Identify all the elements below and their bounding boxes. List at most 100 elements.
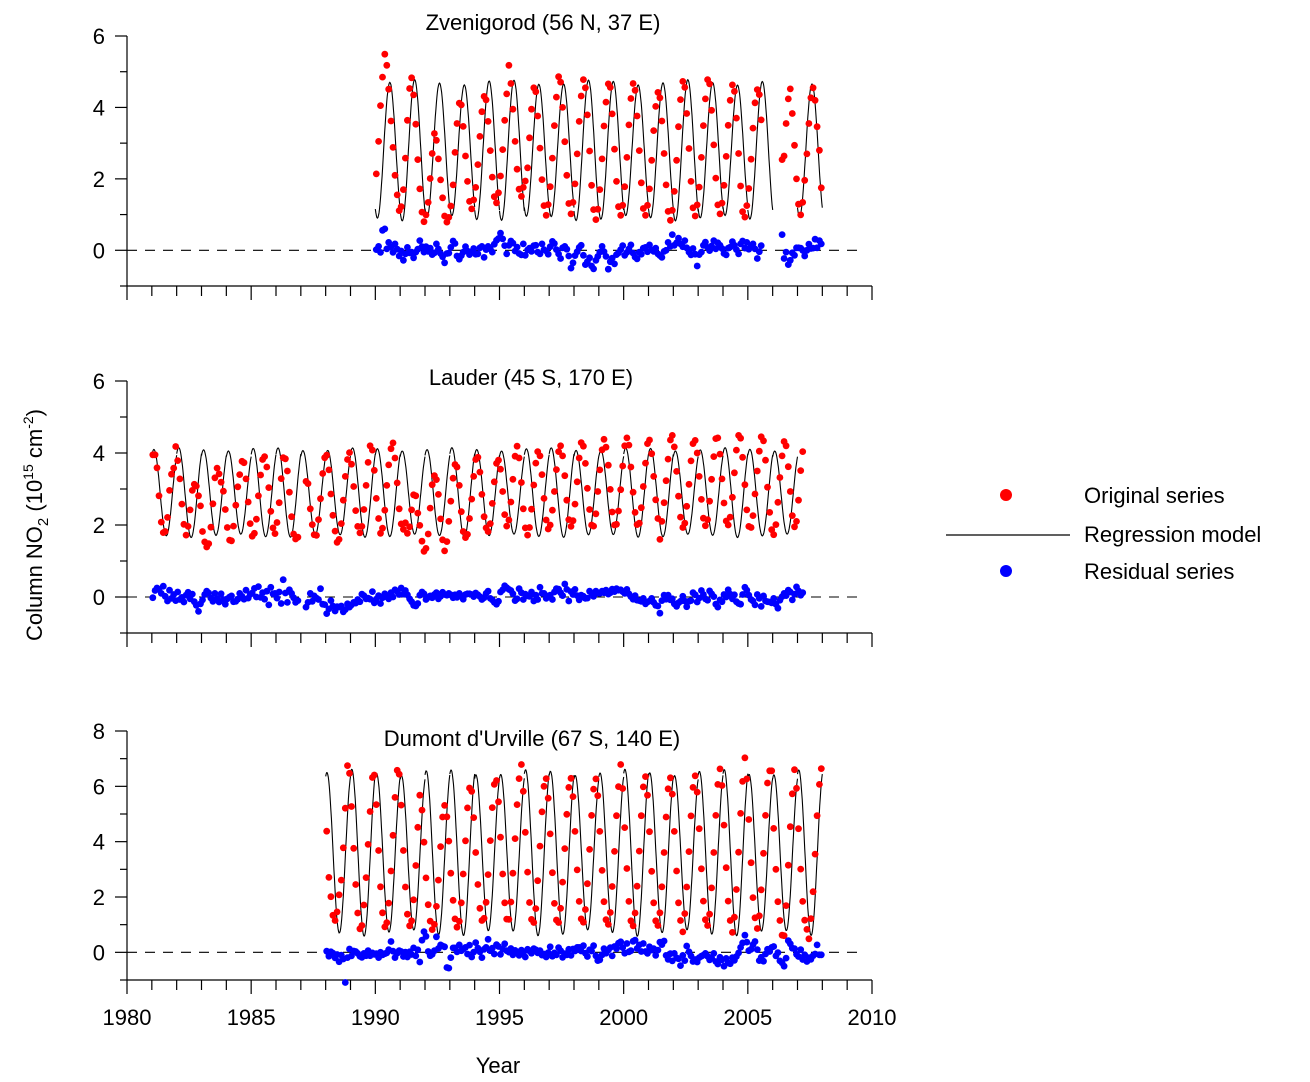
original-point	[706, 910, 713, 918]
original-point	[793, 175, 800, 183]
original-point	[569, 517, 577, 525]
residual-point	[497, 229, 504, 237]
original-point	[267, 507, 275, 515]
original-point	[584, 484, 591, 492]
original-point	[797, 467, 805, 474]
residual-point	[546, 943, 554, 951]
residual-point	[668, 231, 676, 239]
original-point	[414, 823, 422, 831]
original-point	[677, 917, 684, 924]
original-point	[319, 470, 327, 477]
original-point	[702, 916, 709, 924]
residual-point	[584, 953, 591, 960]
original-point	[445, 837, 453, 845]
original-point	[509, 869, 517, 877]
original-point	[234, 483, 242, 491]
original-point	[662, 477, 670, 485]
residual-point	[422, 932, 430, 940]
original-point	[505, 916, 513, 923]
original-point	[594, 205, 602, 213]
original-point	[691, 437, 699, 444]
original-point	[675, 899, 682, 907]
original-point	[215, 470, 223, 478]
original-point	[660, 849, 668, 856]
regression-model-line	[772, 774, 799, 932]
residual-point	[536, 250, 544, 258]
original-point	[573, 866, 581, 874]
original-point	[395, 770, 403, 778]
residual-point	[741, 931, 749, 939]
original-point	[375, 847, 382, 854]
original-point	[242, 475, 250, 483]
original-point	[749, 512, 757, 519]
original-point	[553, 93, 560, 101]
residual-point	[652, 952, 660, 959]
original-point	[294, 533, 302, 541]
original-point	[575, 118, 583, 125]
original-point	[726, 96, 734, 104]
original-point	[795, 496, 802, 504]
original-point	[391, 454, 399, 462]
original-point	[557, 904, 564, 912]
regression-model-line	[498, 450, 525, 535]
residual-point	[159, 582, 167, 590]
original-point	[805, 120, 813, 127]
panel-1: Zvenigorod (56 N, 37 E) 0 2 4 6	[93, 10, 873, 300]
original-point	[662, 181, 670, 189]
original-point	[497, 833, 504, 841]
original-point	[331, 527, 339, 535]
original-point	[337, 520, 345, 527]
y-axis-title: Column NO2 (1015 cm-2)	[20, 409, 52, 641]
original-point	[462, 152, 469, 160]
original-point	[497, 465, 504, 473]
original-point	[743, 775, 751, 783]
panel-3: Dumont d'Urville (67 S, 140 E) 0 2 4 6 8	[93, 719, 873, 994]
panel-title: Dumont d'Urville (67 S, 140 E)	[384, 726, 680, 751]
residual-point	[495, 597, 502, 605]
original-point	[625, 121, 633, 129]
original-point	[495, 189, 502, 197]
original-point	[472, 184, 480, 191]
residual-point	[551, 240, 558, 247]
residual-point	[416, 237, 424, 245]
y-tick-label: 6	[93, 24, 105, 49]
residual-point	[710, 593, 718, 600]
original-point	[499, 488, 507, 495]
original-point	[704, 516, 711, 523]
original-point	[563, 810, 571, 818]
residual-point	[718, 598, 726, 606]
original-point	[518, 761, 525, 768]
original-point	[530, 481, 538, 489]
original-point	[561, 138, 569, 146]
original-point	[457, 899, 465, 907]
residual-point	[534, 596, 542, 603]
residual-point	[221, 600, 229, 608]
original-point	[412, 862, 420, 869]
original-point	[472, 849, 480, 856]
residual-point	[679, 952, 687, 959]
original-point	[751, 99, 759, 107]
original-point	[184, 523, 192, 530]
original-point	[801, 916, 809, 924]
original-point	[637, 812, 645, 820]
residual-point	[580, 942, 587, 950]
original-point	[776, 917, 784, 924]
original-point	[431, 921, 438, 928]
original-point	[412, 120, 420, 128]
original-point	[428, 926, 436, 933]
original-point	[209, 500, 217, 508]
original-point	[573, 150, 581, 158]
original-point	[654, 89, 662, 96]
original-point	[379, 73, 386, 81]
original-point	[476, 904, 484, 912]
original-point	[631, 909, 639, 917]
original-point	[639, 483, 647, 490]
original-point	[495, 456, 502, 464]
original-point	[557, 78, 564, 86]
original-point	[391, 794, 399, 801]
original-point	[702, 95, 709, 103]
residual-point	[760, 957, 767, 965]
residual-point	[681, 957, 689, 964]
original-point	[408, 506, 415, 514]
